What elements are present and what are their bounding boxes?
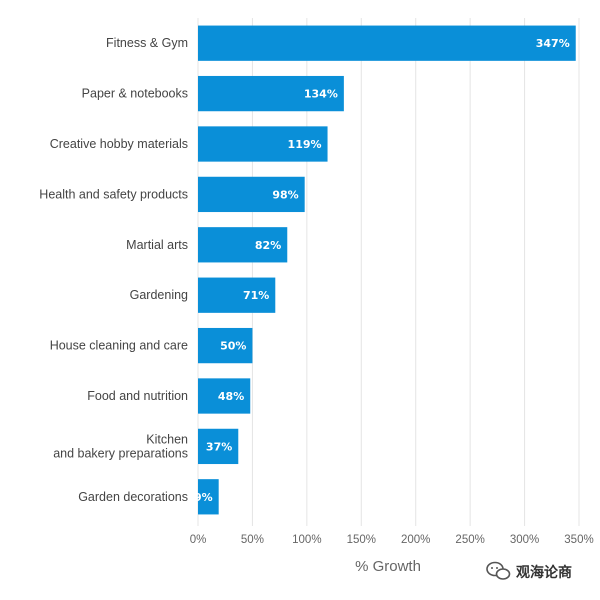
category-label: Fitness & Gym (106, 36, 188, 50)
bar (198, 75, 344, 112)
bar-value-label: 71% (243, 289, 269, 302)
bar-value-label: 82% (255, 239, 281, 252)
bar-value-label: 98% (272, 188, 298, 201)
watermark-text: 观海论商 (516, 564, 572, 581)
x-tick-labels: 0% 50% 100% 150% 200% 250% 300% 350% (190, 534, 594, 546)
x-tick-label: 150% (347, 534, 376, 546)
bar-value-label: 347% (536, 37, 570, 50)
x-tick-label: 250% (455, 534, 484, 546)
x-tick-label: 350% (564, 534, 593, 546)
bar (198, 277, 276, 313)
bar (198, 227, 288, 263)
watermark: 观海论商 (486, 561, 572, 581)
x-axis-title: % Growth (355, 558, 421, 575)
category-label: Food and nutrition (87, 389, 188, 403)
category-label: and bakery preparations (53, 446, 188, 460)
bar (198, 25, 576, 61)
category-label: Health and safety products (39, 187, 188, 201)
x-tick-label: 0% (190, 534, 207, 546)
x-tick-label: 300% (510, 534, 539, 546)
bar-value-label: 119% (288, 138, 322, 151)
category-label: House cleaning and care (50, 339, 188, 353)
category-labels: Fitness & Gym Paper & notebooks Creative h… (39, 36, 188, 504)
category-label: Creative hobby materials (50, 137, 188, 151)
category-label: Kitchen (146, 432, 188, 446)
bar (198, 378, 251, 414)
category-label: Garden decorations (78, 490, 188, 504)
bar-value-label: 134% (304, 88, 338, 101)
category-label: Gardening (130, 288, 188, 302)
bars (198, 25, 576, 515)
category-label: Paper & notebooks (82, 87, 188, 101)
bar-value-label: 50% (220, 340, 246, 353)
category-label: Martial arts (126, 238, 188, 252)
x-tick-label: 200% (401, 534, 430, 546)
bar (198, 327, 253, 364)
bar (198, 479, 219, 515)
wechat-logo-icon (486, 561, 511, 580)
x-tick-label: 100% (292, 534, 321, 546)
bar-value-label: 37% (206, 440, 232, 453)
bar (198, 126, 328, 162)
bar (198, 428, 239, 465)
data-labels: 347% 134% 119% 98% 82% 71% 50% 48% 37% 19% (186, 37, 569, 504)
bar (198, 176, 305, 213)
x-tick-label: 50% (241, 534, 264, 546)
bar-value-label: 48% (218, 390, 244, 403)
bar-value-label: 19% (186, 491, 212, 504)
